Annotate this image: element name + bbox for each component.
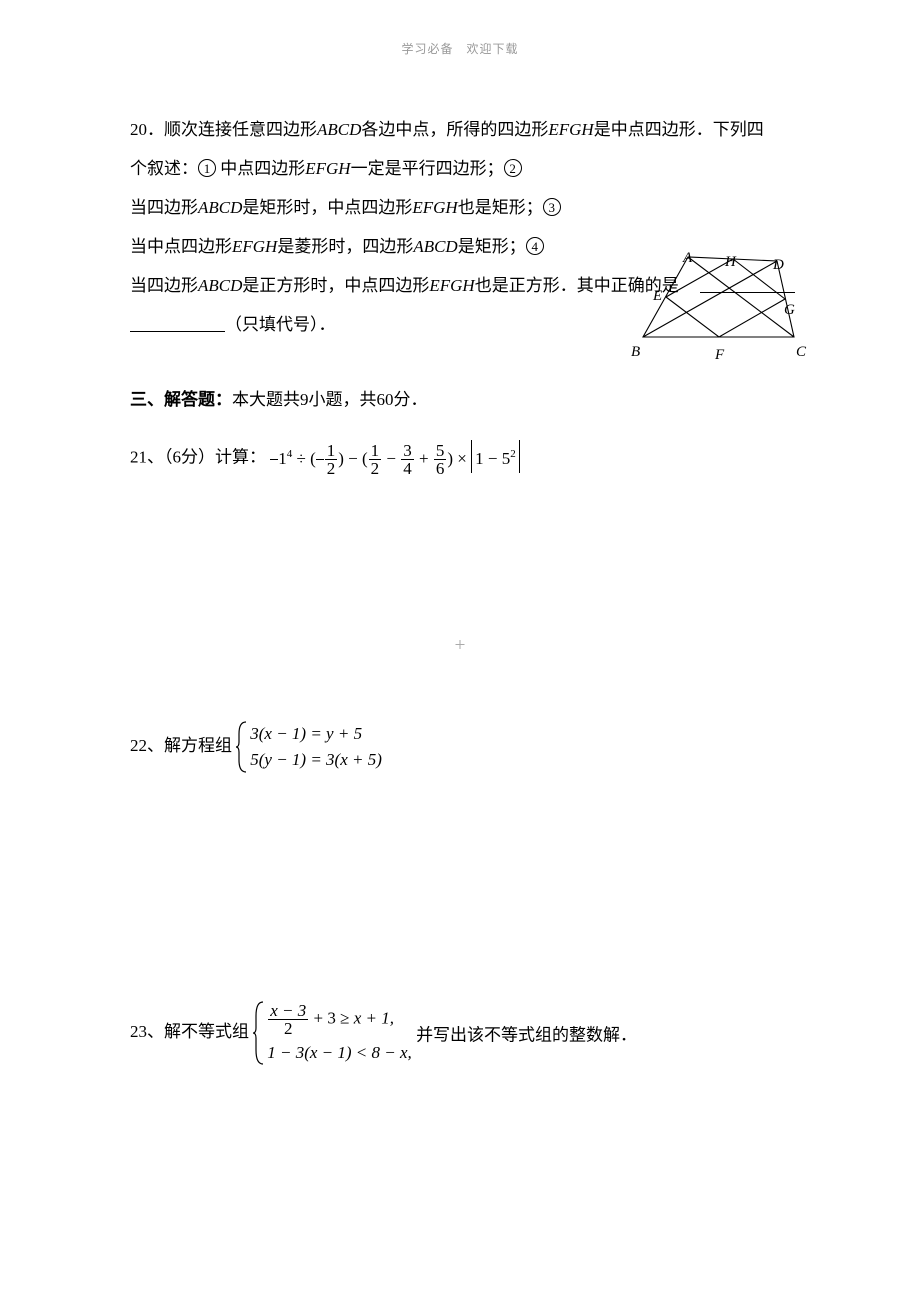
q20-text: 是矩形；: [458, 237, 526, 256]
abcd: ABCD: [413, 237, 457, 256]
efgh: EFGH: [429, 276, 474, 295]
question-20: 20．顺次连接任意四边形ABCD各边中点，所得的四边形EFGH是中点四边形．下列…: [130, 110, 790, 345]
q23-num: x − 3: [268, 1002, 308, 1020]
q23-prefix: 23、解不等式组: [130, 1021, 249, 1040]
label-C: C: [796, 335, 806, 370]
label-G: G: [784, 293, 795, 328]
exp4: 4: [287, 448, 293, 460]
f2d: 2: [369, 460, 382, 477]
label-B: B: [631, 335, 640, 370]
q20-text: 一定是平行四边形；: [351, 159, 504, 178]
label-E: E: [653, 279, 662, 314]
section-3-bold: 三、解答题：: [130, 390, 232, 409]
circled-2: 2: [504, 159, 522, 177]
n1: 1: [278, 449, 287, 468]
absb: 5: [502, 449, 511, 468]
circled-4: 4: [526, 237, 544, 255]
circled-3: 3: [543, 198, 561, 216]
q20-text: 20．顺次连接任意四边形: [130, 120, 317, 139]
q20-text: 各边中点，所得的四边形: [361, 120, 548, 139]
q21-prefix: 21、（6分）计算：: [130, 447, 266, 466]
answer-blank[interactable]: [130, 314, 225, 332]
q20-text: 当中点四边形: [130, 237, 232, 256]
f3n: 3: [401, 442, 414, 460]
q20-text: 个叙述：: [130, 159, 198, 178]
section-3-rest: 本大题共9小题，共60分．: [232, 390, 428, 409]
question-21: 21、（6分）计算： 14 ÷ (12) − (12 − 34 + 56) × …: [130, 440, 790, 500]
label-H: H: [725, 245, 736, 280]
q23-rest-a: + 3 ≥: [314, 1008, 354, 1027]
q20-text: 当四边形: [130, 276, 198, 295]
section-3-title: 三、解答题：本大题共9小题，共60分．: [130, 385, 790, 410]
q20-text: （只填代号）．: [225, 315, 336, 334]
efgh: EFGH: [232, 237, 277, 256]
q23-eq1: x − 32 + 3 ≥ x + 1,: [267, 1002, 412, 1037]
f2n: 1: [369, 442, 382, 460]
q20-text: 中点四边形: [216, 159, 305, 178]
label-F: F: [715, 338, 724, 373]
content: 20．顺次连接任意四边形ABCD各边中点，所得的四边形EFGH是中点四边形．下列…: [130, 110, 790, 1070]
q23-den: 2: [268, 1020, 308, 1037]
question-23: 23、解不等式组 x − 32 + 3 ≥ x + 1, 1 − 3(x − 1…: [130, 1000, 790, 1070]
fold-marker-icon: [456, 640, 465, 649]
abcd: ABCD: [198, 276, 242, 295]
q23-eq2: 1 − 3(x − 1) < 8 − x,: [267, 1043, 412, 1063]
q22-prefix: 22、解方程组: [130, 735, 232, 754]
absexp: 2: [510, 448, 516, 460]
q22-eq1: 3(x − 1) = y + 5: [250, 724, 382, 744]
f4n: 5: [434, 442, 447, 460]
q23-suffix: 并写出该不等式组的整数解．: [416, 1025, 637, 1044]
abcd: ABCD: [198, 198, 242, 217]
absa: 1: [475, 449, 484, 468]
efgh: EFGH: [412, 198, 457, 217]
f1n: 1: [325, 442, 338, 460]
q20-text: 是菱形时，四边形: [277, 237, 413, 256]
q20-text: 是中点四边形．下列四: [594, 120, 764, 139]
q23-system: x − 32 + 3 ≥ x + 1, 1 − 3(x − 1) < 8 − x…: [253, 1000, 412, 1066]
f3d: 4: [401, 460, 414, 477]
q20-text: 是矩形时，中点四边形: [242, 198, 412, 217]
q20-text: 是正方形时，中点四边形: [242, 276, 429, 295]
q22-eq2: 5(y − 1) = 3(x + 5): [250, 750, 382, 770]
label-D: D: [773, 248, 784, 283]
efgh: EFGH: [305, 159, 350, 178]
question-22: 22、解方程组 3(x − 1) = y + 5 5(y − 1) = 3(x …: [130, 720, 790, 780]
abcd: ABCD: [317, 120, 361, 139]
q22-system: 3(x − 1) = y + 5 5(y − 1) = 3(x + 5): [236, 720, 382, 774]
q20-text: 当四边形: [130, 198, 198, 217]
f4d: 6: [434, 460, 447, 477]
q21-expression: 14 ÷ (12) − (12 − 34 + 56) × 1 − 52: [270, 449, 519, 468]
circled-1: 1: [198, 159, 216, 177]
q20-diagram: A B C D E F G H: [630, 245, 810, 360]
efgh: EFGH: [548, 120, 593, 139]
q20-text: 也是矩形；: [458, 198, 543, 217]
q23-rest-b: x + 1,: [354, 1008, 394, 1027]
page-header: 学习必备 欢迎下载: [401, 40, 518, 57]
label-A: A: [683, 241, 692, 276]
f1d: 2: [325, 460, 338, 477]
